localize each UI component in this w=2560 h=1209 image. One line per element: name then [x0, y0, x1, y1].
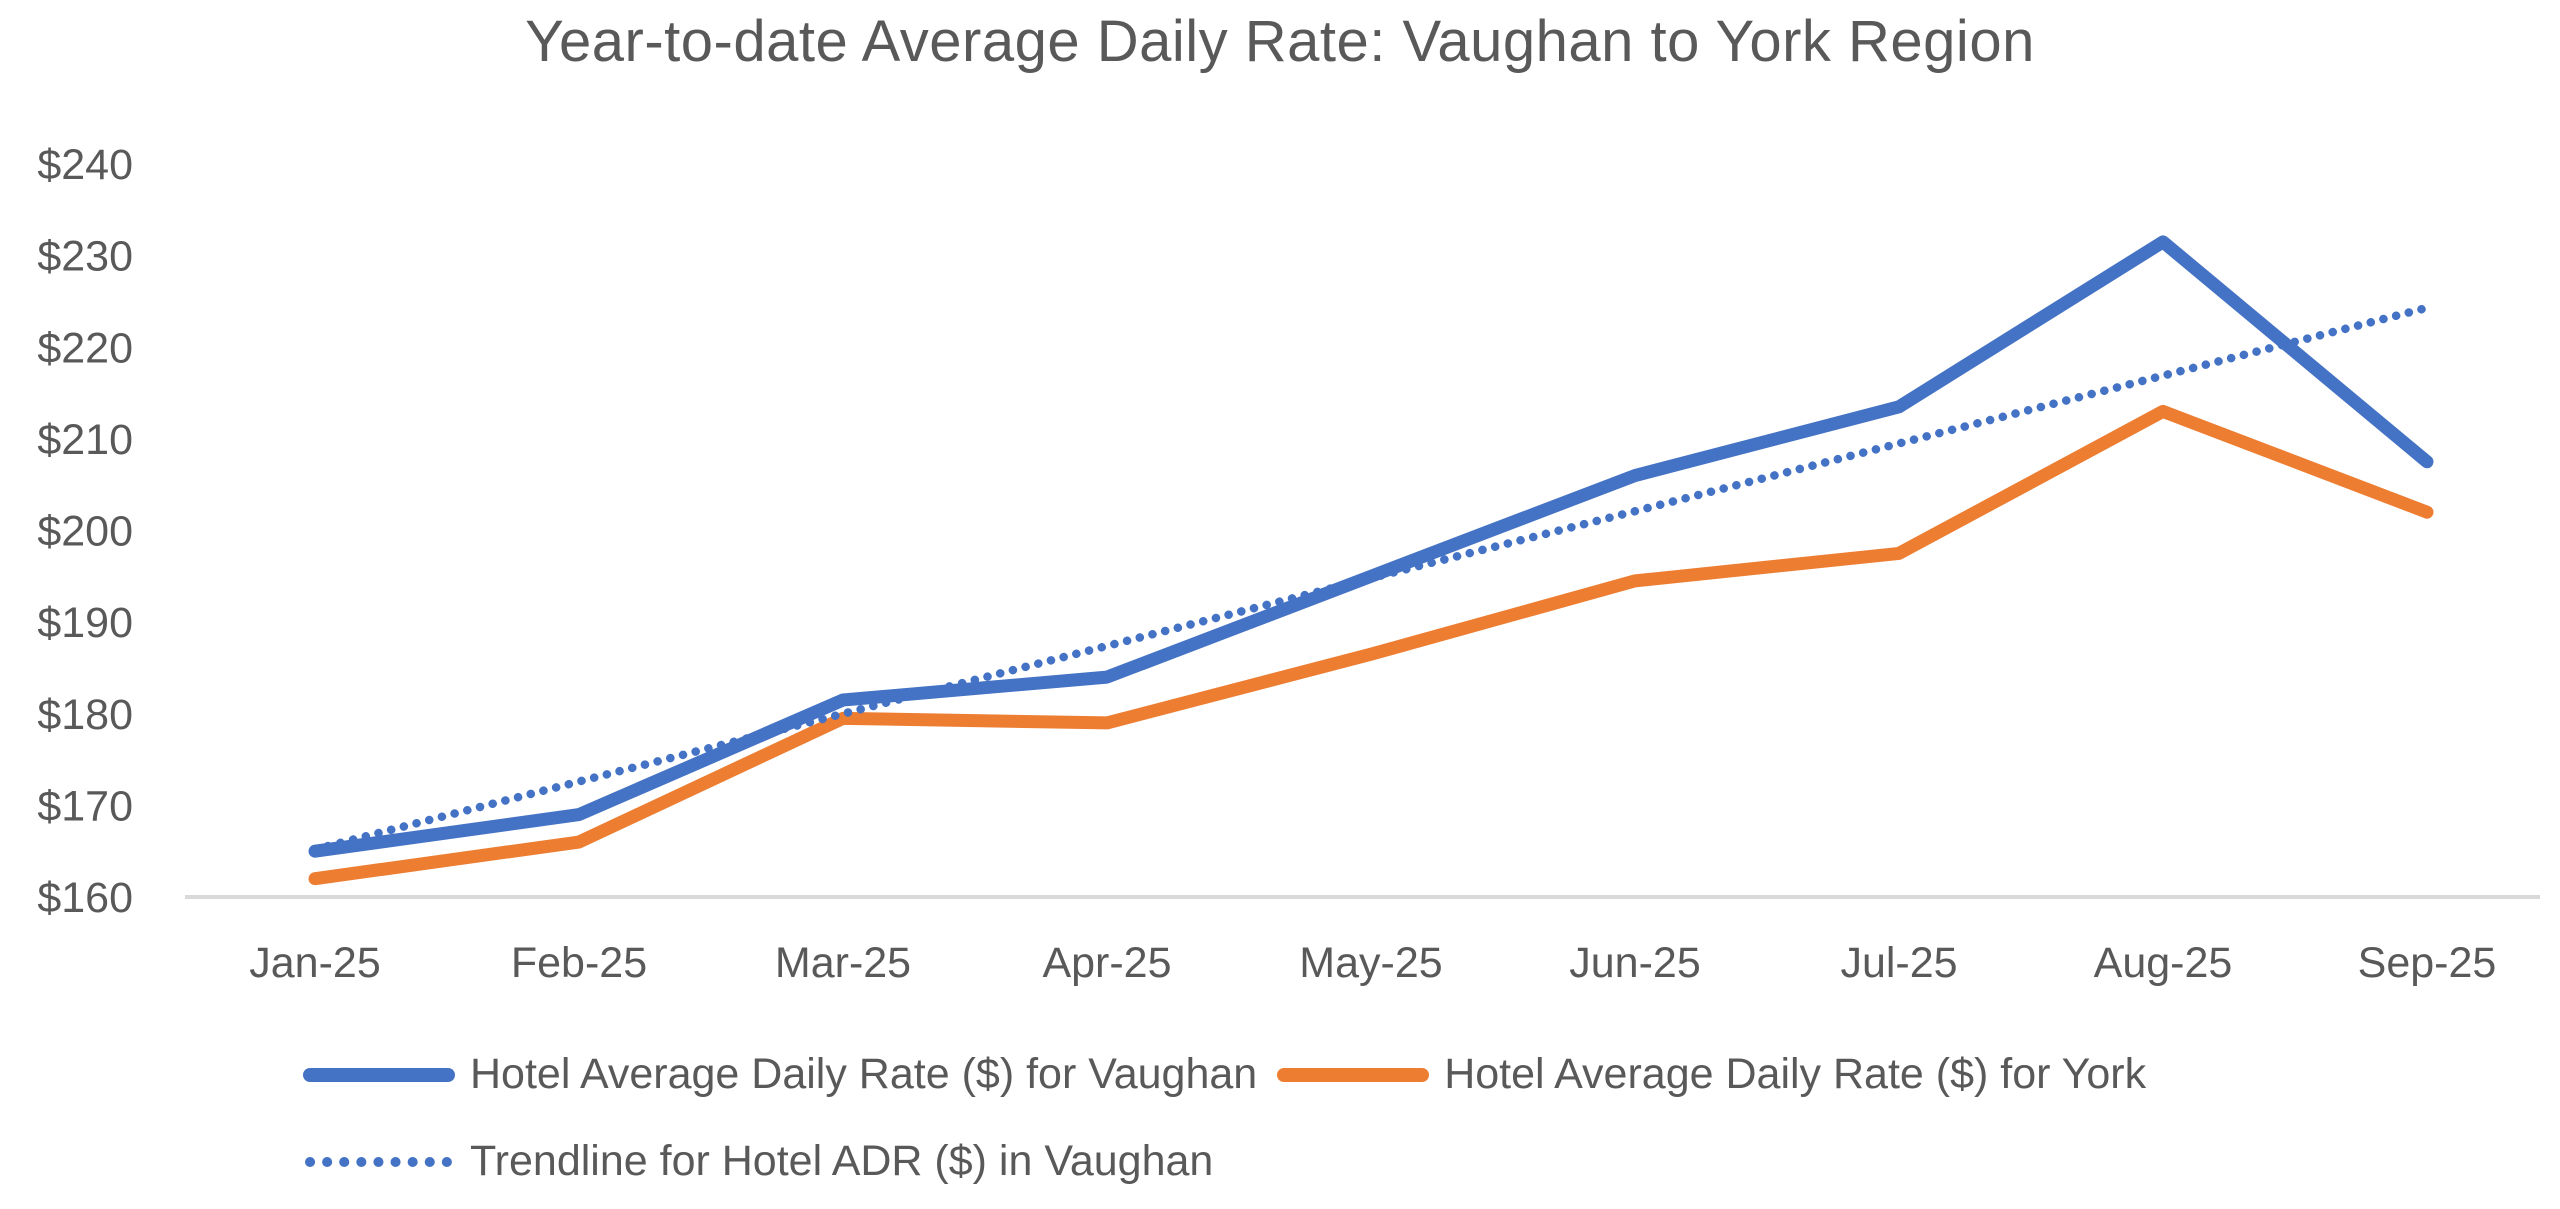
series-lines: [308, 235, 2434, 886]
x-axis-tick-label: Apr-25: [1042, 939, 1171, 987]
y-axis-tick-label: $190: [37, 599, 133, 647]
legend-label-york: Hotel Average Daily Rate ($) for York: [1444, 1050, 2147, 1098]
x-axis-tick-label: Jun-25: [1569, 939, 1700, 987]
x-axis-tick-label: Aug-25: [2094, 939, 2233, 987]
y-axis-tick-label: $170: [37, 782, 133, 830]
y-axis-tick-label: $180: [37, 691, 133, 739]
x-axis-tick-label: Feb-25: [511, 939, 647, 987]
x-axis-tick-label: May-25: [1299, 939, 1442, 987]
y-axis-tick-label: $160: [37, 874, 133, 922]
legend-sample-york-line: [1277, 1067, 1430, 1082]
y-axis-tick-label: $200: [37, 508, 133, 556]
y-axis-tick-labels: $160 $170 $180 $190 $200 $210 $220 $230 $240: [37, 141, 133, 922]
series-line-york: [308, 404, 2434, 886]
legend-sample-vaughan-line: [303, 1067, 455, 1082]
y-axis-tick-label: $240: [37, 141, 133, 189]
legend-item-vaughan: Hotel Average Daily Rate ($) for Vaughan: [303, 1050, 1257, 1099]
legend-row-1: Hotel Average Daily Rate ($) for Vaughan…: [303, 1050, 2146, 1099]
legend: Hotel Average Daily Rate ($) for Vaughan…: [303, 1050, 2146, 1186]
legend-label-trendline: Trendline for Hotel ADR ($) in Vaughan: [470, 1137, 1214, 1185]
series-line-vaughan: [308, 235, 2434, 858]
x-axis-tick-labels: Jan-25 Feb-25 Mar-25 Apr-25 May-25 Jun-25 Jul-…: [249, 939, 2496, 987]
x-axis-tick-label: Jan-25: [249, 939, 380, 987]
legend-item-york: Hotel Average Daily Rate ($) for York: [1277, 1050, 2146, 1099]
legend-label-vaughan: Hotel Average Daily Rate ($) for Vaughan: [470, 1050, 1258, 1098]
legend-sample-trendline-dotted-line: [305, 1156, 453, 1167]
y-axis-tick-label: $220: [37, 324, 133, 372]
x-axis-tick-label: Sep-25: [2358, 939, 2497, 987]
y-axis-tick-label: $230: [37, 233, 133, 281]
series-line-vaughan-trendline: [310, 303, 2432, 854]
x-axis-tick-label: Mar-25: [775, 939, 911, 987]
x-axis-tick-label: Jul-25: [1840, 939, 1957, 987]
chart-title: Year-to-date Average Daily Rate: Vaughan…: [525, 9, 2035, 74]
y-axis-tick-label: $210: [37, 416, 133, 464]
legend-item-trendline: Trendline for Hotel ADR ($) in Vaughan: [303, 1137, 1213, 1186]
legend-row-2: Trendline for Hotel ADR ($) in Vaughan: [303, 1137, 2146, 1186]
